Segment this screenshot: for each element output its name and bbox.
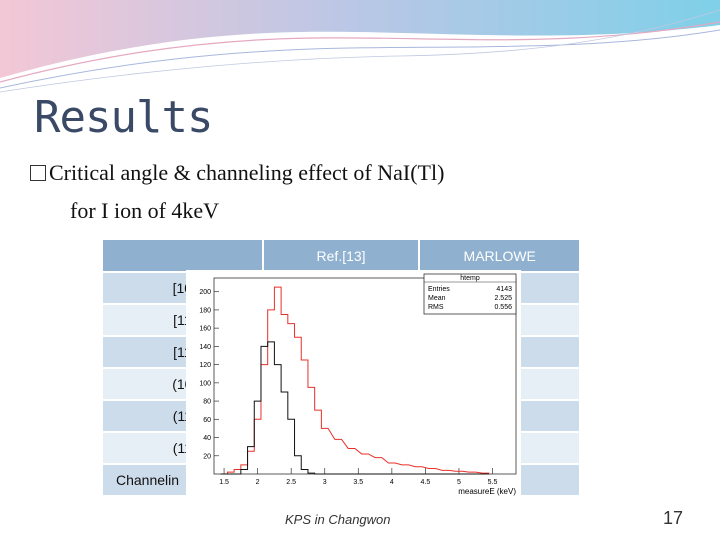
histogram-series [220, 286, 490, 475]
stats-mean-label: Mean [428, 295, 446, 302]
bullet-continuation: for I ion of 4keV [70, 198, 220, 223]
y-tick-label: 60 [203, 417, 211, 424]
page-number: 17 [663, 508, 684, 528]
y-tick-label: 120 [199, 362, 211, 369]
y-tick-label: 180 [199, 307, 211, 314]
x-tick-label: 2 [256, 479, 260, 486]
table-header-marlowe: MARLOWE [419, 240, 581, 272]
table-header-empty [103, 240, 264, 272]
bullet-text: Critical angle & channeling effect of Na… [49, 160, 445, 185]
slide-title: Results [34, 92, 213, 143]
x-tick-label: 3.5 [353, 479, 363, 486]
y-tick-label: 200 [199, 289, 211, 296]
y-tick-label: 40 [203, 435, 211, 442]
x-axis-ticks: 1.5 2 2.5 3 3.5 4 4.5 5 5.5 [219, 468, 497, 486]
x-axis-label: measureE (keV) [458, 487, 516, 496]
y-tick-label: 160 [199, 326, 211, 333]
stats-rms-value: 0.556 [494, 304, 512, 311]
stats-box [423, 273, 517, 315]
header-swoosh-decoration [0, 0, 720, 93]
stats-entries-value: 4143 [496, 286, 512, 293]
footer-text: KPS in Changwon [285, 512, 391, 527]
x-tick-label: 5.5 [488, 479, 498, 486]
x-tick-label: 4 [390, 479, 394, 486]
stats-mean-value: 2.525 [494, 295, 512, 302]
x-tick-label: 2.5 [286, 479, 296, 486]
stats-name: htemp [460, 275, 480, 282]
x-tick-label: 4.5 [421, 479, 431, 486]
table-header-ref: Ref.[13] [262, 240, 421, 272]
bullet-placeholder-icon [30, 165, 46, 181]
y-tick-label: 100 [199, 380, 211, 387]
stats-entries-label: Entries [428, 286, 450, 293]
stats-rms-label: RMS [428, 304, 444, 311]
bullet-point: Critical angle & channeling effect of Na… [30, 160, 444, 186]
energy-histogram: 20 40 60 80 100 120 140 160 180 200 1.5 2 2.5 3 3.5 4 4… [186, 270, 521, 498]
x-tick-label: 3 [323, 479, 327, 486]
histogram-series-1 [220, 341, 490, 475]
x-tick-label: 1.5 [219, 479, 229, 486]
y-axis-ticks: 20 40 60 80 100 120 140 160 180 200 [199, 289, 219, 460]
y-tick-label: 80 [203, 399, 211, 406]
x-tick-label: 5 [457, 479, 461, 486]
y-tick-label: 20 [203, 453, 211, 460]
y-tick-label: 140 [199, 344, 211, 351]
